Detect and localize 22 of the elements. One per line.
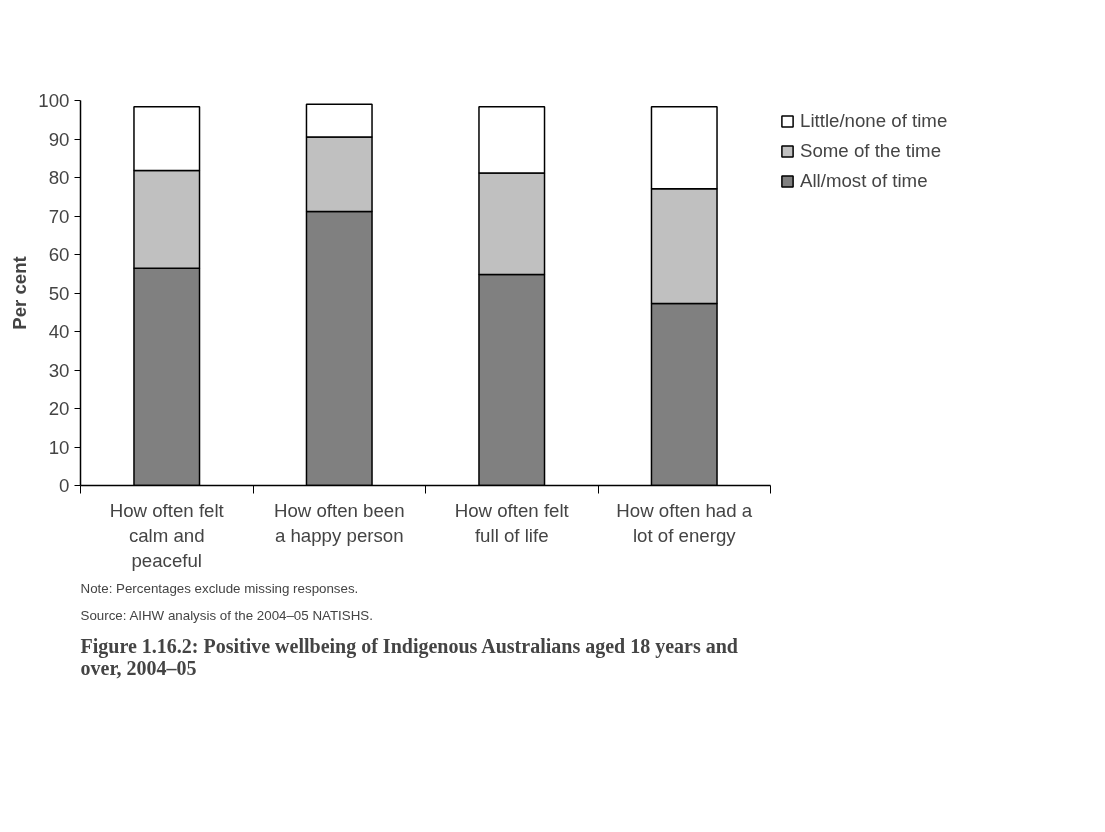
y-tick-label: 90 — [48, 128, 70, 150]
source-note: Source: AIHW analysis of the 2004–05 NATISHS. — [80, 607, 373, 623]
x-tick-label: How often felt calm and peaceful — [109, 499, 225, 571]
y-tick-label: 10 — [48, 436, 70, 458]
x-tick-label: How often had a lot of energy — [616, 499, 753, 546]
y-tick-label: 60 — [48, 244, 70, 265]
legend-label: All/most of time — [800, 170, 928, 192]
y-tick-label: 80 — [48, 167, 70, 188]
y-tick-label: 50 — [48, 282, 70, 304]
x-tick-label: How often been a happy person — [273, 499, 405, 546]
x-tick-label: How often felt full of life — [454, 499, 570, 546]
y-tick-label: 70 — [48, 205, 70, 227]
text: Note: Percentages exclude missing responses. — [80, 580, 359, 596]
legend-label: Little/none of time — [800, 110, 948, 132]
y-axis-title: Per cent — [9, 256, 31, 330]
y-tick-label: 0 — [59, 475, 70, 496]
text: Figure 1.16.2: Positive wellbeing of Indigenous Australians aged 18 years and over, 2004–05 — [80, 634, 738, 679]
legend-label: Some of the time — [800, 140, 942, 162]
y-tick-label: 30 — [48, 359, 70, 381]
y-tick-label: 100 — [38, 90, 70, 111]
y-tick-label: 40 — [48, 321, 70, 342]
y-tick-label: 20 — [48, 398, 70, 419]
